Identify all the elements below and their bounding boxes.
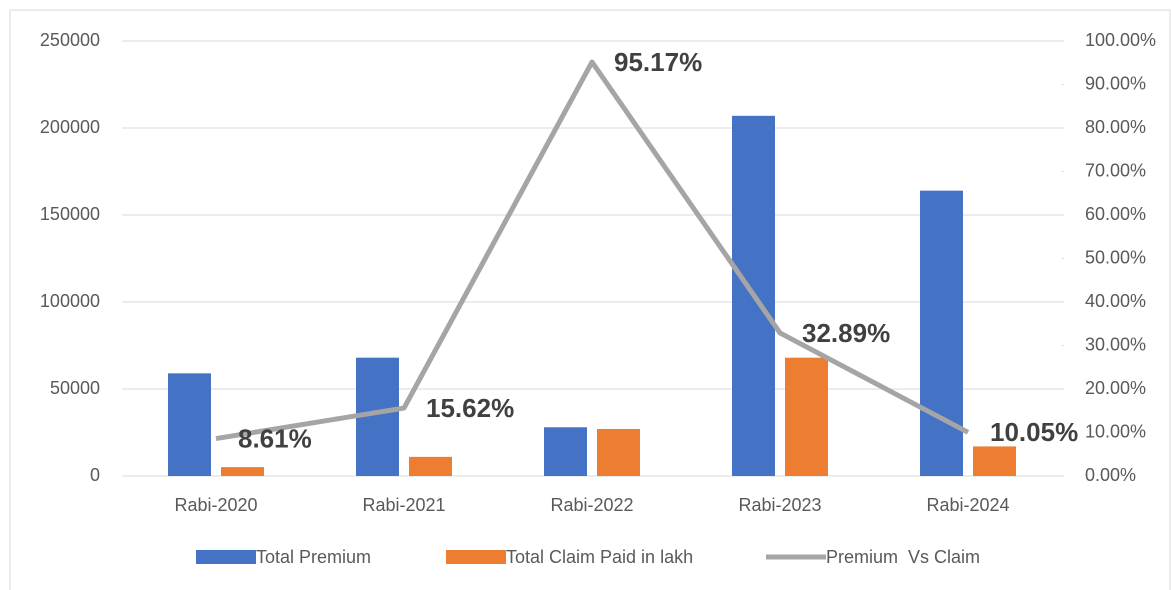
y-tick-label: 150000 (40, 204, 100, 224)
y2-tick-label: 90.00% (1085, 73, 1146, 93)
legend-label: Total Premium (256, 547, 371, 567)
line-series (215, 59, 970, 442)
legend-label: Premium Vs Claim (826, 547, 980, 567)
x-tick-label: Rabi-2023 (738, 495, 821, 515)
data-label: 95.17% (614, 47, 702, 77)
y-tick-label: 100000 (40, 291, 100, 311)
data-label: 15.62% (426, 393, 514, 423)
data-label: 10.05% (990, 417, 1078, 447)
y-tick-label: 200000 (40, 117, 100, 137)
y2-tick-label: 30.00% (1085, 334, 1146, 354)
bar (785, 357, 828, 476)
x-tick-label: Rabi-2022 (550, 495, 633, 515)
y2-tick-label: 80.00% (1085, 117, 1146, 137)
y2-tick-label: 50.00% (1085, 247, 1146, 267)
y2-tick-label: 100.00% (1085, 30, 1156, 50)
y2-tick-label: 0.00% (1085, 465, 1136, 485)
legend-swatch (196, 550, 256, 564)
x-tick-label: Rabi-2024 (926, 495, 1009, 515)
y2-tick-label: 20.00% (1085, 378, 1146, 398)
x-tick-label: Rabi-2020 (174, 495, 257, 515)
bar (409, 456, 452, 476)
y2-tick-label: 40.00% (1085, 291, 1146, 311)
legend-swatch (446, 550, 506, 564)
y-tick-label: 0 (90, 465, 100, 485)
y-tick-label: 250000 (40, 30, 100, 50)
bar (544, 427, 587, 476)
legend-label: Total Claim Paid in lakh (506, 547, 693, 567)
bar (168, 373, 211, 476)
x-tick-label: Rabi-2021 (362, 495, 445, 515)
data-label: 8.61% (238, 423, 312, 453)
y2-tick-label: 70.00% (1085, 160, 1146, 180)
data-label: 32.89% (802, 318, 890, 348)
chart-border (9, 9, 1171, 590)
bar (973, 446, 1016, 476)
bar (597, 429, 640, 476)
y2-tick-label: 60.00% (1085, 204, 1146, 224)
bar (221, 467, 264, 476)
bar (920, 190, 963, 476)
y2-tick-label: 10.00% (1085, 421, 1146, 441)
y-tick-label: 50000 (50, 378, 100, 398)
